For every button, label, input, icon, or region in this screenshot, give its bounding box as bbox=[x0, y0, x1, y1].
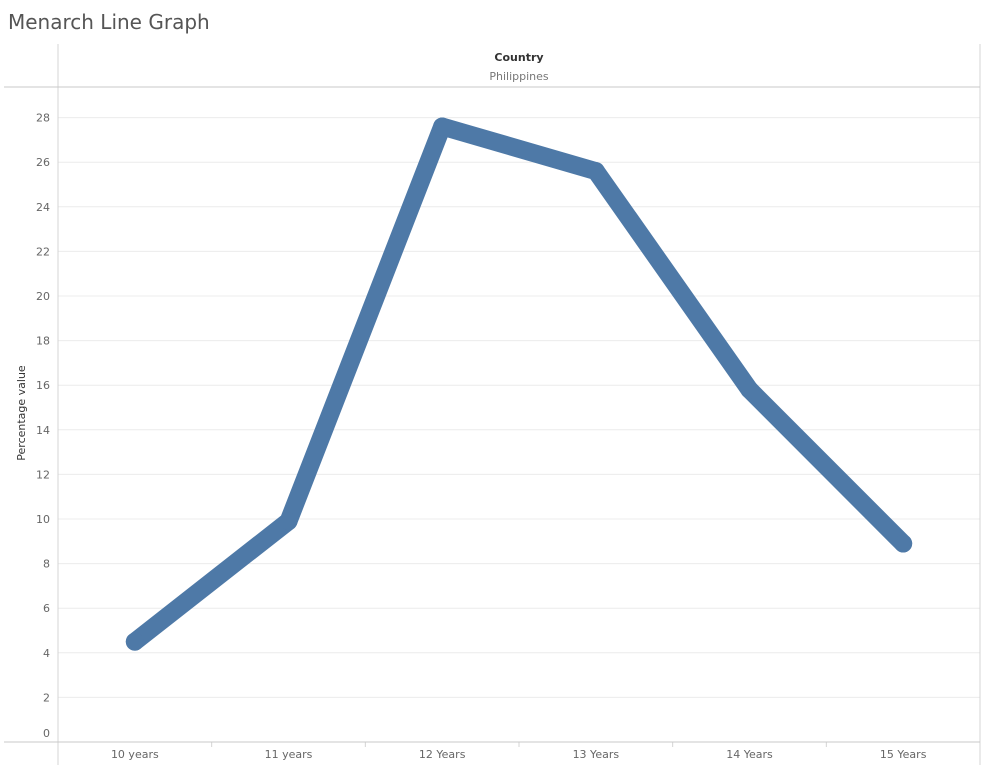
y-axis-label: Percentage value bbox=[15, 365, 28, 461]
series-line bbox=[125, 117, 913, 651]
column-header-value: Philippines bbox=[489, 70, 549, 83]
y-tick-label: 2 bbox=[43, 691, 50, 704]
y-tick-label: 8 bbox=[43, 558, 50, 571]
data-point bbox=[433, 117, 452, 136]
data-series bbox=[125, 117, 913, 651]
grid-lines bbox=[58, 117, 980, 747]
x-tick-label: 13 Years bbox=[573, 748, 620, 761]
y-tick-label: 16 bbox=[36, 379, 50, 392]
y-tick-label: 0 bbox=[43, 727, 50, 740]
x-tick-label: 10 years bbox=[111, 748, 159, 761]
x-tick-label: 12 Years bbox=[419, 748, 466, 761]
x-axis-ticks: 10 years 11 years 12 Years 13 Years 14 Years… bbox=[111, 748, 927, 761]
y-tick-label: 14 bbox=[36, 424, 50, 437]
data-point bbox=[586, 162, 605, 181]
page-title: Menarch Line Graph bbox=[8, 10, 210, 34]
data-point bbox=[894, 534, 913, 553]
y-tick-label: 22 bbox=[36, 245, 50, 258]
y-tick-label: 10 bbox=[36, 513, 50, 526]
y-tick-label: 28 bbox=[36, 112, 50, 125]
x-tick-label: 14 Years bbox=[726, 748, 773, 761]
y-tick-label: 24 bbox=[36, 201, 50, 214]
x-tick-label: 11 years bbox=[265, 748, 313, 761]
data-point bbox=[740, 380, 759, 399]
data-point bbox=[279, 512, 298, 531]
data-point bbox=[125, 632, 144, 651]
column-header-title: Country bbox=[494, 51, 543, 64]
y-tick-label: 20 bbox=[36, 290, 50, 303]
y-tick-label: 12 bbox=[36, 468, 50, 481]
x-tick-label: 15 Years bbox=[880, 748, 927, 761]
y-tick-label: 26 bbox=[36, 156, 50, 169]
y-tick-label: 4 bbox=[43, 647, 50, 660]
y-tick-label: 18 bbox=[36, 335, 50, 348]
y-tick-label: 6 bbox=[43, 602, 50, 615]
